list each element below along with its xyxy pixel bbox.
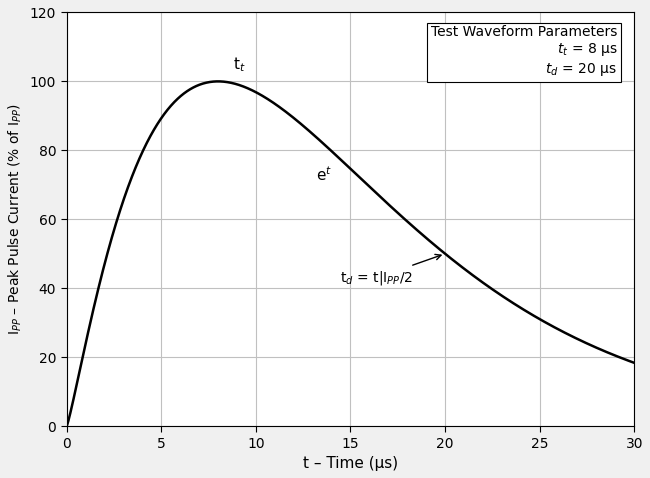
X-axis label: t – Time (μs): t – Time (μs) [303, 456, 398, 471]
Y-axis label: I$_{PP}$ – Peak Pulse Current (% of I$_{PP}$): I$_{PP}$ – Peak Pulse Current (% of I$_{… [7, 104, 24, 335]
Text: e$^t$: e$^t$ [317, 165, 333, 184]
Text: t$_d$ = t|I$_{PP}$/2: t$_d$ = t|I$_{PP}$/2 [341, 254, 441, 287]
Text: Test Waveform Parameters
$t_t$ = 8 μs
$t_d$ = 20 μs: Test Waveform Parameters $t_t$ = 8 μs $t… [431, 25, 618, 77]
Text: t$_t$: t$_t$ [233, 56, 246, 75]
